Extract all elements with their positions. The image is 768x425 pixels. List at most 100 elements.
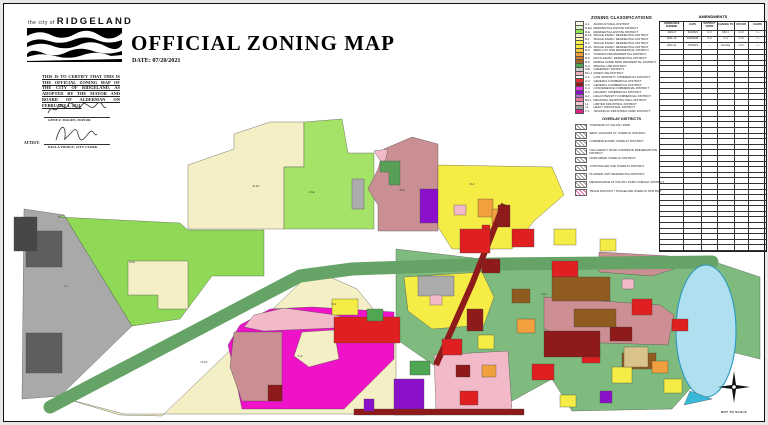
- amendment-to: [718, 100, 735, 105]
- amendments-row: [660, 66, 766, 73]
- amendment-clerk-signature: ∿∿: [755, 30, 760, 34]
- legend-code: R-EA: [585, 25, 592, 30]
- legend-code: I-2: [585, 105, 589, 110]
- amendments-row: [660, 94, 766, 101]
- amendments-title: AMENDMENTS: [698, 14, 728, 19]
- legend-label: GENERAL COMMERCIAL DISTRICT: [593, 78, 642, 83]
- amendment-mayor-initials: [735, 161, 749, 167]
- legend-code: R-2: [585, 40, 590, 45]
- legend-title: ZONING CLASSIFICATIONS: [591, 15, 652, 20]
- amendments-row: [660, 111, 766, 117]
- amendment-mayor-initials: [735, 206, 749, 211]
- legend-row: T-1 TECHNICAL INDUSTRIAL PARK DISTRICT: [575, 108, 668, 114]
- overlay-label: CONTROLLED USE OVERLAY DISTRICT: [589, 164, 645, 169]
- amendment-to: [718, 133, 735, 139]
- amendment-ordinance: [660, 83, 685, 88]
- amendment-to: [718, 111, 735, 116]
- amendment-ordinance: [660, 72, 685, 77]
- amendment-to: [718, 88, 735, 94]
- amendments-column-header: CHANGE TO: [718, 21, 735, 30]
- legend-label: SINGLE FAMILY RESIDENTIAL DISTRICT: [593, 37, 649, 42]
- amendment-date: [684, 211, 703, 217]
- amendment-clerk-signature: [749, 78, 766, 83]
- amendments-row: [660, 150, 766, 156]
- amendment-from: [702, 211, 718, 217]
- legend-code: R-E: [585, 29, 590, 34]
- amendment-from: [702, 183, 718, 189]
- legend-swatch: [575, 108, 584, 114]
- amendment-mayor-initials: [735, 77, 749, 83]
- map-date: DATE: 07/20/2021: [132, 57, 181, 64]
- overlay-row: TOWNSHIP AT COLONY PARK: [575, 123, 668, 132]
- clerk-name: PAULA TIERCE, CITY CLERK: [48, 145, 98, 149]
- overlay-swatch: [575, 181, 587, 188]
- amendment-ordinance: [660, 183, 685, 189]
- amendment-from: [702, 144, 718, 150]
- amendment-from: [702, 200, 718, 206]
- amendment-to: [718, 155, 735, 161]
- legend-code: C-1: [585, 75, 590, 80]
- clerk-signature-icon: [50, 122, 100, 149]
- amendment-mayor-initials: [735, 72, 749, 77]
- legend-label: HIGHWAY COMMERCIAL DISTRICT: [593, 90, 642, 95]
- amendment-mayor-initials: [735, 122, 749, 127]
- amendment-from: [702, 49, 718, 55]
- amendments-row: [660, 127, 766, 134]
- legend-label: LIMITED INDUSTRIAL DISTRICT: [593, 101, 637, 106]
- amendment-clerk-signature: [749, 66, 766, 71]
- amendment-to: [718, 122, 735, 127]
- amendments-row: [660, 239, 766, 246]
- legend-label: MOBILE HOME PARK RESIDENTIAL DISTRICT: [593, 59, 657, 64]
- amendment-mayor-initials: [735, 200, 749, 206]
- amendment-ordinance: [660, 223, 685, 228]
- amendment-clerk-signature: [749, 72, 766, 77]
- amendment-ordinance: [660, 150, 685, 155]
- amendment-to: [718, 223, 735, 228]
- amendments-row: [660, 245, 766, 252]
- amendment-clerk-signature: ∿∿: [755, 37, 760, 41]
- legend-label: MIXED USE DISTRICT: [593, 71, 624, 76]
- amendment-date: [684, 60, 703, 66]
- amendments-row: [660, 206, 766, 212]
- amendment-from: [702, 83, 718, 88]
- map-zone-label: R-1A: [200, 360, 208, 364]
- amendment-from: [702, 100, 718, 105]
- overlay-rows: TOWNSHIP AT COLONY PARK WEST JACKSON ST.…: [575, 123, 668, 198]
- amendments-row: [660, 55, 766, 61]
- legend-label: HEAVY INDUSTRIAL DISTRICT: [593, 105, 636, 110]
- overlay-row: RENAISSANCE AT COLONY PARK OVERLAY DISTR…: [575, 181, 668, 189]
- amendment-mayor-initials: [735, 100, 749, 105]
- amendments-row: [660, 105, 766, 112]
- amendment-mayor-initials: G.M.: [735, 30, 749, 36]
- amendment-date: [684, 77, 703, 83]
- amendment-from: [702, 178, 718, 183]
- amendment-to: [718, 49, 735, 55]
- region-north-green-lobe: [283, 118, 375, 230]
- amendment-mayor-initials: [735, 239, 749, 245]
- amendment-date: [684, 100, 703, 105]
- overlay-row: CONTROLLED USE OVERLAY DISTRICT: [575, 164, 668, 172]
- amendment-from: [702, 60, 718, 66]
- amendment-mayor-initials: [735, 234, 749, 239]
- amendment-mayor-initials: [735, 111, 749, 116]
- zoning-map-svg: [13, 118, 761, 417]
- amendment-to: [718, 178, 735, 183]
- legend-label: RESIDENTIAL ESTATE DISTRICT: [593, 29, 639, 34]
- amendment-to: [718, 94, 735, 100]
- amendment-ordinance: [660, 116, 685, 122]
- amendment-date: [684, 189, 703, 195]
- amendment-from: [702, 127, 718, 133]
- amendment-from: [702, 66, 718, 72]
- amendment-to: [718, 245, 735, 251]
- legend-code: R-3: [585, 48, 590, 53]
- amendment-from: [702, 245, 718, 251]
- overlay-label: NORTHPARK OVERLAY DISTRICT: [589, 155, 636, 160]
- amendment-date: [684, 178, 703, 183]
- amendment-from: [702, 172, 718, 178]
- amendment-from: [702, 88, 718, 94]
- amendments-row: [660, 133, 766, 140]
- amendment-from: [702, 195, 718, 200]
- overlay-swatch: [575, 173, 587, 180]
- amendment-mayor-initials: [735, 172, 749, 178]
- legend-code: C-3: [585, 82, 590, 87]
